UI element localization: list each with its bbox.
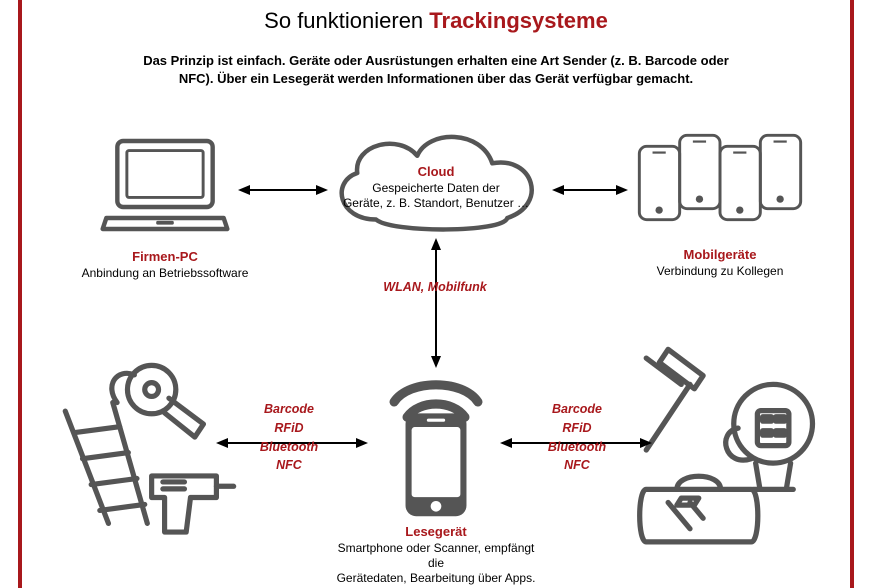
tools-right-icon	[620, 345, 830, 555]
node-reader: Lesegerät Smartphone oder Scanner, empfä…	[336, 360, 536, 586]
pc-sub: Anbindung an Betriebssoftware	[60, 266, 270, 281]
node-tools-left	[48, 350, 238, 555]
label-wlan: WLAN, Mobilfunk	[340, 278, 530, 297]
diagram-canvas: Firmen-PC Anbindung an Betriebssoftware …	[0, 0, 872, 588]
node-cloud: Cloud Gespeicherte Daten der Geräte, z. …	[316, 122, 556, 173]
mobiles-sub: Verbindung zu Kollegen	[610, 264, 830, 279]
phones-icon	[630, 128, 810, 238]
node-tools-right	[620, 345, 830, 560]
arrow-cloud-mobiles	[552, 183, 628, 197]
cloud-sub: Gespeicherte Daten der Geräte, z. B. Sta…	[316, 181, 556, 211]
label-left-tech: Barcode RFiD Bluetooth NFC	[244, 400, 334, 475]
node-pc: Firmen-PC Anbindung an Betriebssoftware	[60, 130, 270, 281]
laptop-icon	[90, 130, 240, 240]
node-mobiles: Mobilgeräte Verbindung zu Kollegen	[610, 128, 830, 279]
reader-title: Lesegerät	[336, 524, 536, 539]
mobiles-title: Mobilgeräte	[610, 247, 830, 262]
arrow-cloud-pc	[238, 183, 328, 197]
tools-left-icon	[48, 350, 238, 550]
reader-sub: Smartphone oder Scanner, empfängt die Ge…	[336, 541, 536, 586]
pc-title: Firmen-PC	[60, 249, 270, 264]
cloud-title: Cloud	[316, 164, 556, 179]
arrow-cloud-reader	[429, 238, 443, 368]
label-right-tech: Barcode RFiD Bluetooth NFC	[532, 400, 622, 475]
reader-icon	[366, 360, 506, 520]
